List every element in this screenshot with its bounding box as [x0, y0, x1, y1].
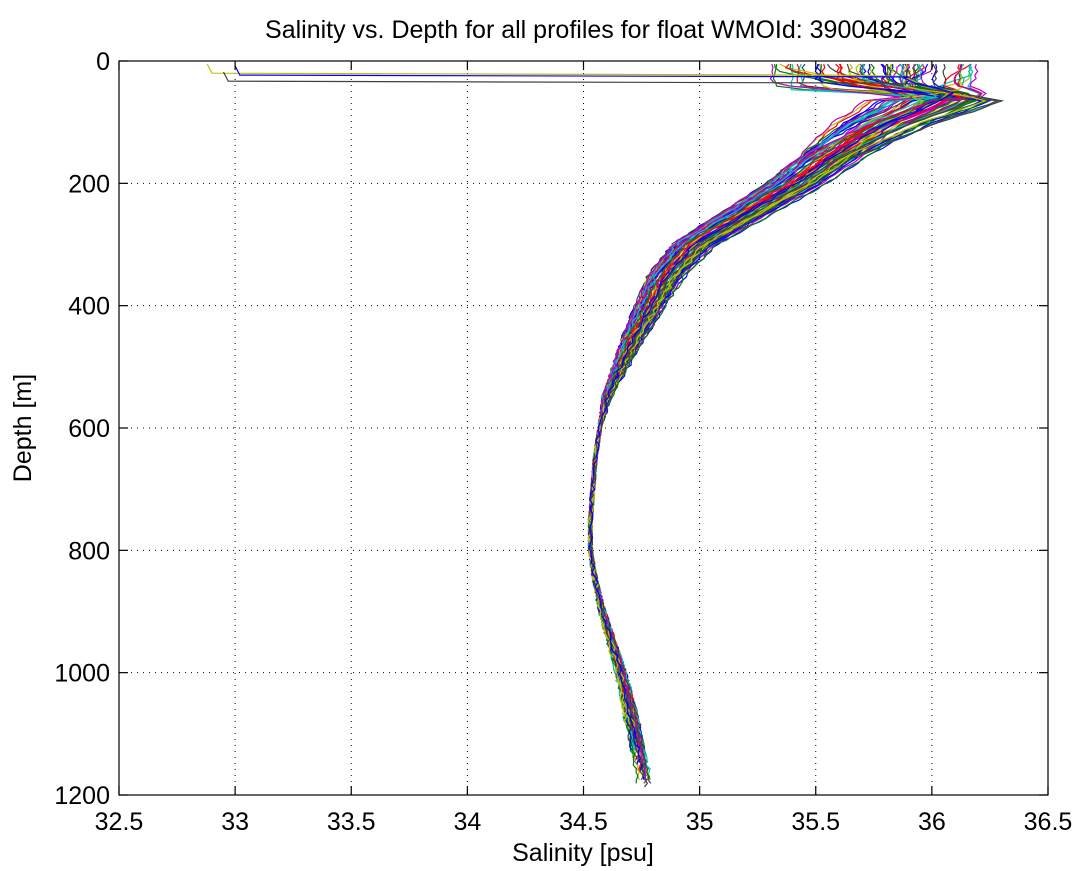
y-tick-label: 400 [68, 293, 110, 321]
y-tick-label: 600 [68, 415, 110, 443]
profile-line [587, 63, 964, 726]
profile-lines [206, 63, 1005, 788]
x-tick-label: 36.5 [1024, 808, 1073, 836]
chart-title: Salinity vs. Depth for all profiles for … [265, 16, 907, 44]
x-tick-label: 33.5 [327, 808, 376, 836]
y-tick-label: 800 [68, 537, 110, 565]
profile-line [587, 64, 987, 725]
x-tick-label: 36 [918, 808, 946, 836]
y-tick-label: 1200 [54, 782, 110, 810]
grid-lines [119, 61, 1048, 795]
x-tick-label: 34.5 [559, 808, 608, 836]
x-tick-label: 32.5 [95, 808, 144, 836]
y-tick-label: 1000 [54, 660, 110, 688]
y-tick-label: 0 [96, 48, 110, 76]
y-tick-label: 200 [68, 170, 110, 198]
x-tick-label: 34 [453, 808, 481, 836]
x-tick-label: 35.5 [791, 808, 840, 836]
axis-ticks: 32.5 33 33.5 34 34.5 35 35.5 36 36.5 0 200 400 600 80… [54, 48, 1072, 836]
x-axis-label: Salinity [psu] [512, 839, 654, 867]
y-axis-label: Depth [m] [9, 374, 37, 482]
x-tick-label: 33 [221, 808, 249, 836]
x-tick-label: 35 [686, 808, 714, 836]
profile-line-anomaly [234, 65, 955, 764]
